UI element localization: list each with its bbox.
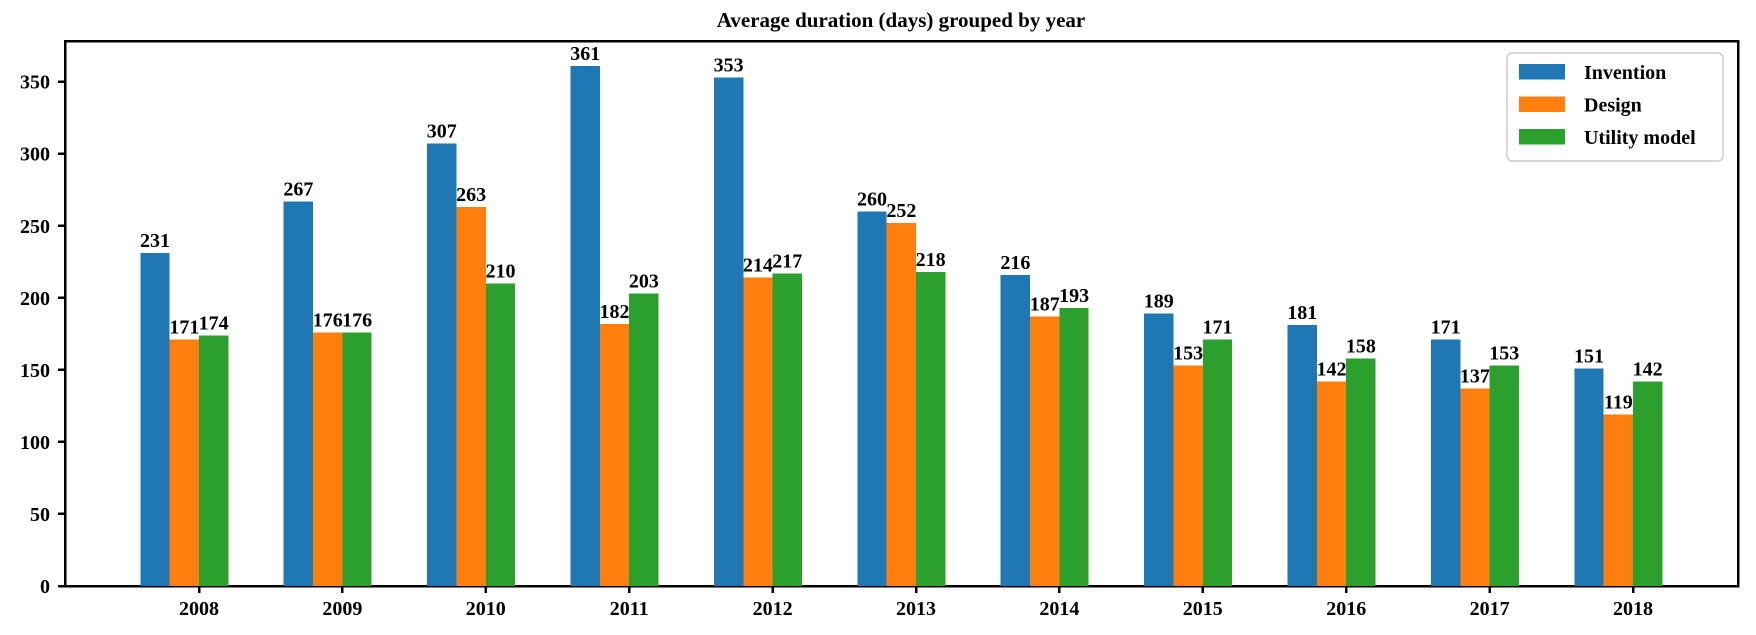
bar-value-label: 174 [199, 312, 229, 334]
bar-design-2017 [1460, 388, 1490, 586]
bar-invention-2013 [857, 211, 887, 586]
y-tick-label: 250 [20, 216, 50, 238]
x-tick-label: 2009 [322, 598, 362, 620]
bar-invention-2016 [1287, 325, 1317, 586]
x-tick-label: 2015 [1183, 598, 1223, 620]
bar-value-label: 307 [427, 121, 457, 143]
bar-value-label: 181 [1287, 302, 1317, 324]
legend-swatch [1519, 64, 1565, 80]
bar-value-label: 193 [1059, 285, 1089, 307]
legend-item-design: Design [1519, 95, 1642, 117]
bar-invention-2015 [1144, 313, 1174, 586]
bar-value-label: 218 [916, 249, 946, 271]
bar-value-label: 182 [600, 301, 630, 323]
y-tick-label: 0 [40, 576, 50, 598]
bar-value-label: 187 [1030, 294, 1060, 316]
bar-utility-model-2010 [485, 283, 516, 586]
bar-invention-2008 [140, 253, 170, 587]
bar-value-label: 142 [1633, 358, 1663, 380]
bar-invention-2011 [570, 65, 600, 586]
bar-value-label: 171 [1202, 317, 1232, 339]
bar-utility-model-2011 [629, 293, 659, 586]
bar-value-label: 260 [857, 188, 887, 210]
bar-utility-model-2013 [916, 271, 946, 586]
bar-value-label: 231 [140, 230, 170, 252]
bar-design-2009 [313, 332, 343, 586]
bar-value-label: 171 [169, 317, 199, 339]
bar-invention-2012 [713, 77, 744, 586]
x-tick-label: 2011 [610, 598, 649, 620]
bar-utility-model-2015 [1202, 339, 1233, 586]
bar-utility-model-2009 [342, 332, 372, 586]
bar-value-label: 267 [283, 178, 313, 200]
legend-swatch [1519, 129, 1565, 145]
bar-value-label: 176 [342, 309, 372, 331]
bar-utility-model-2008 [199, 335, 229, 586]
x-tick-label: 2008 [179, 598, 219, 620]
x-tick-label: 2018 [1613, 598, 1653, 620]
bar-value-label: 153 [1173, 343, 1203, 365]
bar-value-label: 119 [1604, 392, 1633, 414]
bar-value-label: 252 [886, 200, 916, 222]
y-tick-label: 100 [20, 432, 50, 454]
bar-value-label: 210 [485, 260, 515, 282]
legend: Invention Design Utility model [1506, 52, 1724, 162]
bar-value-label: 137 [1460, 366, 1490, 388]
y-tick-label: 350 [20, 72, 50, 94]
bar-value-label: 176 [313, 309, 343, 331]
bar-invention-2018 [1574, 368, 1604, 586]
bar-value-label: 361 [570, 43, 600, 65]
bar-invention-2014 [1000, 274, 1031, 586]
bar-value-label: 216 [1000, 252, 1030, 274]
bar-design-2014 [1030, 316, 1060, 586]
bar-value-label: 189 [1144, 291, 1174, 313]
bar-utility-model-2014 [1059, 307, 1089, 586]
bar-value-label: 142 [1317, 358, 1347, 380]
bar-value-label: 158 [1346, 335, 1376, 357]
bar-utility-model-2017 [1489, 365, 1519, 586]
bar-design-2018 [1603, 414, 1633, 586]
bar-value-label: 203 [629, 271, 659, 293]
bar-design-2016 [1316, 381, 1347, 586]
x-tick-label: 2010 [466, 598, 506, 620]
legend-item-utility-model: Utility model [1519, 127, 1696, 149]
bar-utility-model-2012 [772, 273, 802, 586]
y-tick-label: 150 [20, 360, 50, 382]
x-tick-label: 2013 [896, 598, 936, 620]
x-tick-label: 2016 [1326, 598, 1366, 620]
legend-label: Invention [1584, 62, 1666, 84]
bar-design-2013 [886, 222, 916, 587]
bar-value-label: 353 [714, 54, 744, 76]
x-tick-label: 2014 [1039, 598, 1079, 620]
legend-swatch [1519, 96, 1565, 112]
bar-value-label: 153 [1489, 343, 1519, 365]
bar-value-label: 214 [743, 255, 773, 277]
x-tick-label: 2017 [1470, 598, 1510, 620]
y-tick-label: 300 [20, 144, 50, 166]
legend-label: Utility model [1584, 127, 1696, 149]
bar-design-2008 [169, 339, 199, 586]
bar-design-2015 [1173, 365, 1203, 586]
bar-design-2012 [743, 277, 773, 586]
legend-label: Design [1584, 95, 1642, 117]
bar-utility-model-2016 [1346, 358, 1376, 586]
bar-value-label: 217 [772, 250, 802, 272]
y-tick-label: 200 [20, 288, 50, 310]
bar-invention-2009 [283, 201, 314, 586]
bar-design-2011 [599, 323, 630, 586]
x-tick-label: 2012 [753, 598, 793, 620]
legend-item-invention: Invention [1519, 62, 1666, 84]
bar-invention-2017 [1430, 339, 1461, 586]
bar-value-label: 171 [1431, 317, 1461, 339]
chart-title: Average duration (days) grouped by year [717, 8, 1085, 32]
y-tick-label: 50 [30, 504, 50, 526]
bar-utility-model-2018 [1633, 381, 1663, 586]
bar-design-2010 [456, 207, 486, 586]
bar-value-label: 151 [1574, 345, 1604, 367]
bar-invention-2010 [427, 143, 457, 586]
bar-value-label: 263 [456, 184, 486, 206]
